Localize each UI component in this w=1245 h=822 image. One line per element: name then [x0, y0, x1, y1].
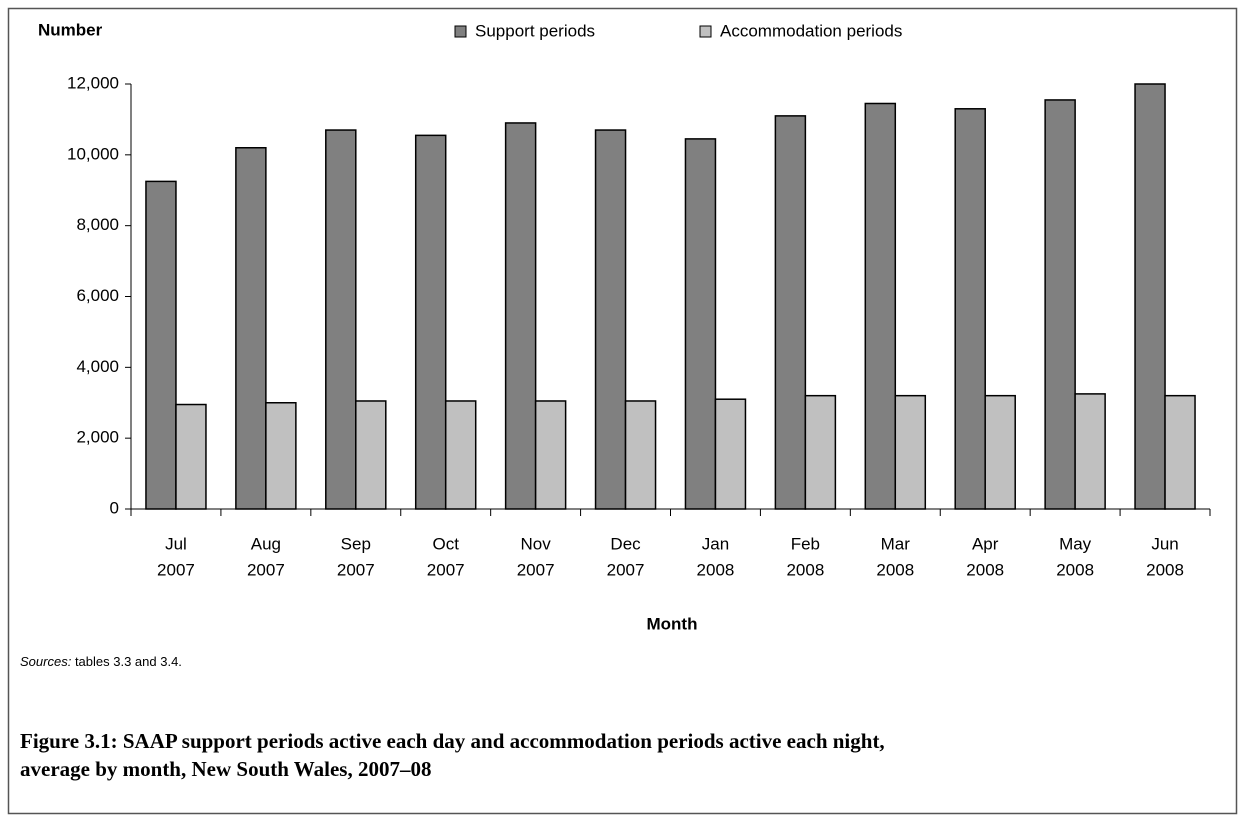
x-tick-label: 2008: [1056, 560, 1094, 579]
source: Sources: tables 3.3 and 3.4.: [20, 654, 182, 669]
bar: [774, 115, 807, 510]
legend-swatch: [454, 25, 467, 38]
y-tick-label: 4,000: [76, 357, 119, 376]
x-tick-label: 2007: [607, 560, 645, 579]
bar: [145, 180, 177, 510]
bar: [684, 138, 717, 510]
bar: [414, 134, 447, 510]
x-tick-label: 2007: [157, 560, 195, 579]
x-tick-label: 2008: [786, 560, 824, 579]
x-tick-label: Jan: [702, 534, 729, 553]
y-tick-label: 10,000: [67, 144, 119, 163]
bar: [594, 129, 627, 510]
legend-label: Support periods: [475, 21, 595, 40]
x-tick-label: Feb: [791, 534, 820, 553]
x-tick-label: 2008: [697, 560, 735, 579]
bar: [504, 122, 537, 510]
bar: [954, 108, 986, 510]
bar: [1044, 99, 1076, 510]
bar: [235, 147, 267, 510]
x-axis-title: Month: [647, 614, 698, 633]
x-tick-label: 2007: [427, 560, 465, 579]
legend-swatch: [699, 25, 712, 38]
x-tick-label: 2008: [966, 560, 1004, 579]
bar: [325, 129, 357, 510]
bar: [355, 400, 387, 510]
bar: [1074, 393, 1106, 510]
source-label: Sources:: [20, 654, 72, 669]
x-tick-label: Apr: [972, 534, 999, 553]
source-text: tables 3.3 and 3.4.: [75, 654, 182, 669]
x-tick-label: 2008: [876, 560, 914, 579]
bar: [265, 402, 297, 510]
bar: [1134, 83, 1166, 510]
y-tick-label: 8,000: [76, 215, 119, 234]
x-tick-label: Jul: [165, 534, 187, 553]
x-tick-label: May: [1059, 534, 1092, 553]
x-tick-label: 2007: [337, 560, 375, 579]
x-tick-label: 2007: [517, 560, 555, 579]
x-tick-label: Aug: [251, 534, 281, 553]
x-tick-label: Mar: [881, 534, 911, 553]
bar: [1164, 394, 1196, 510]
caption-line: Figure 3.1: SAAP support periods active …: [20, 729, 885, 753]
bar: [864, 102, 897, 510]
frame: [7, 7, 1238, 815]
legend-label: Accommodation periods: [720, 21, 902, 40]
x-tick-label: Dec: [610, 534, 641, 553]
x-tick-label: Nov: [521, 534, 552, 553]
x-tick-label: Jun: [1151, 534, 1178, 553]
y-tick-label: 0: [110, 498, 119, 517]
bar: [175, 403, 207, 510]
x-tick-label: Oct: [432, 534, 459, 553]
bar: [534, 400, 567, 510]
bar: [624, 400, 657, 510]
bar: [894, 394, 927, 510]
bar: [804, 394, 837, 510]
bar: [444, 400, 477, 510]
caption-line: average by month, New South Wales, 2007–…: [20, 757, 431, 781]
x-tick-label: 2008: [1146, 560, 1184, 579]
y-axis-title: Number: [38, 20, 103, 39]
bar: [984, 394, 1016, 510]
x-tick-label: Sep: [341, 534, 371, 553]
bar: [714, 398, 747, 510]
y-tick-label: 12,000: [67, 73, 119, 92]
x-tick-label: 2007: [247, 560, 285, 579]
y-tick-label: 6,000: [76, 286, 119, 305]
y-tick-label: 2,000: [76, 428, 119, 447]
